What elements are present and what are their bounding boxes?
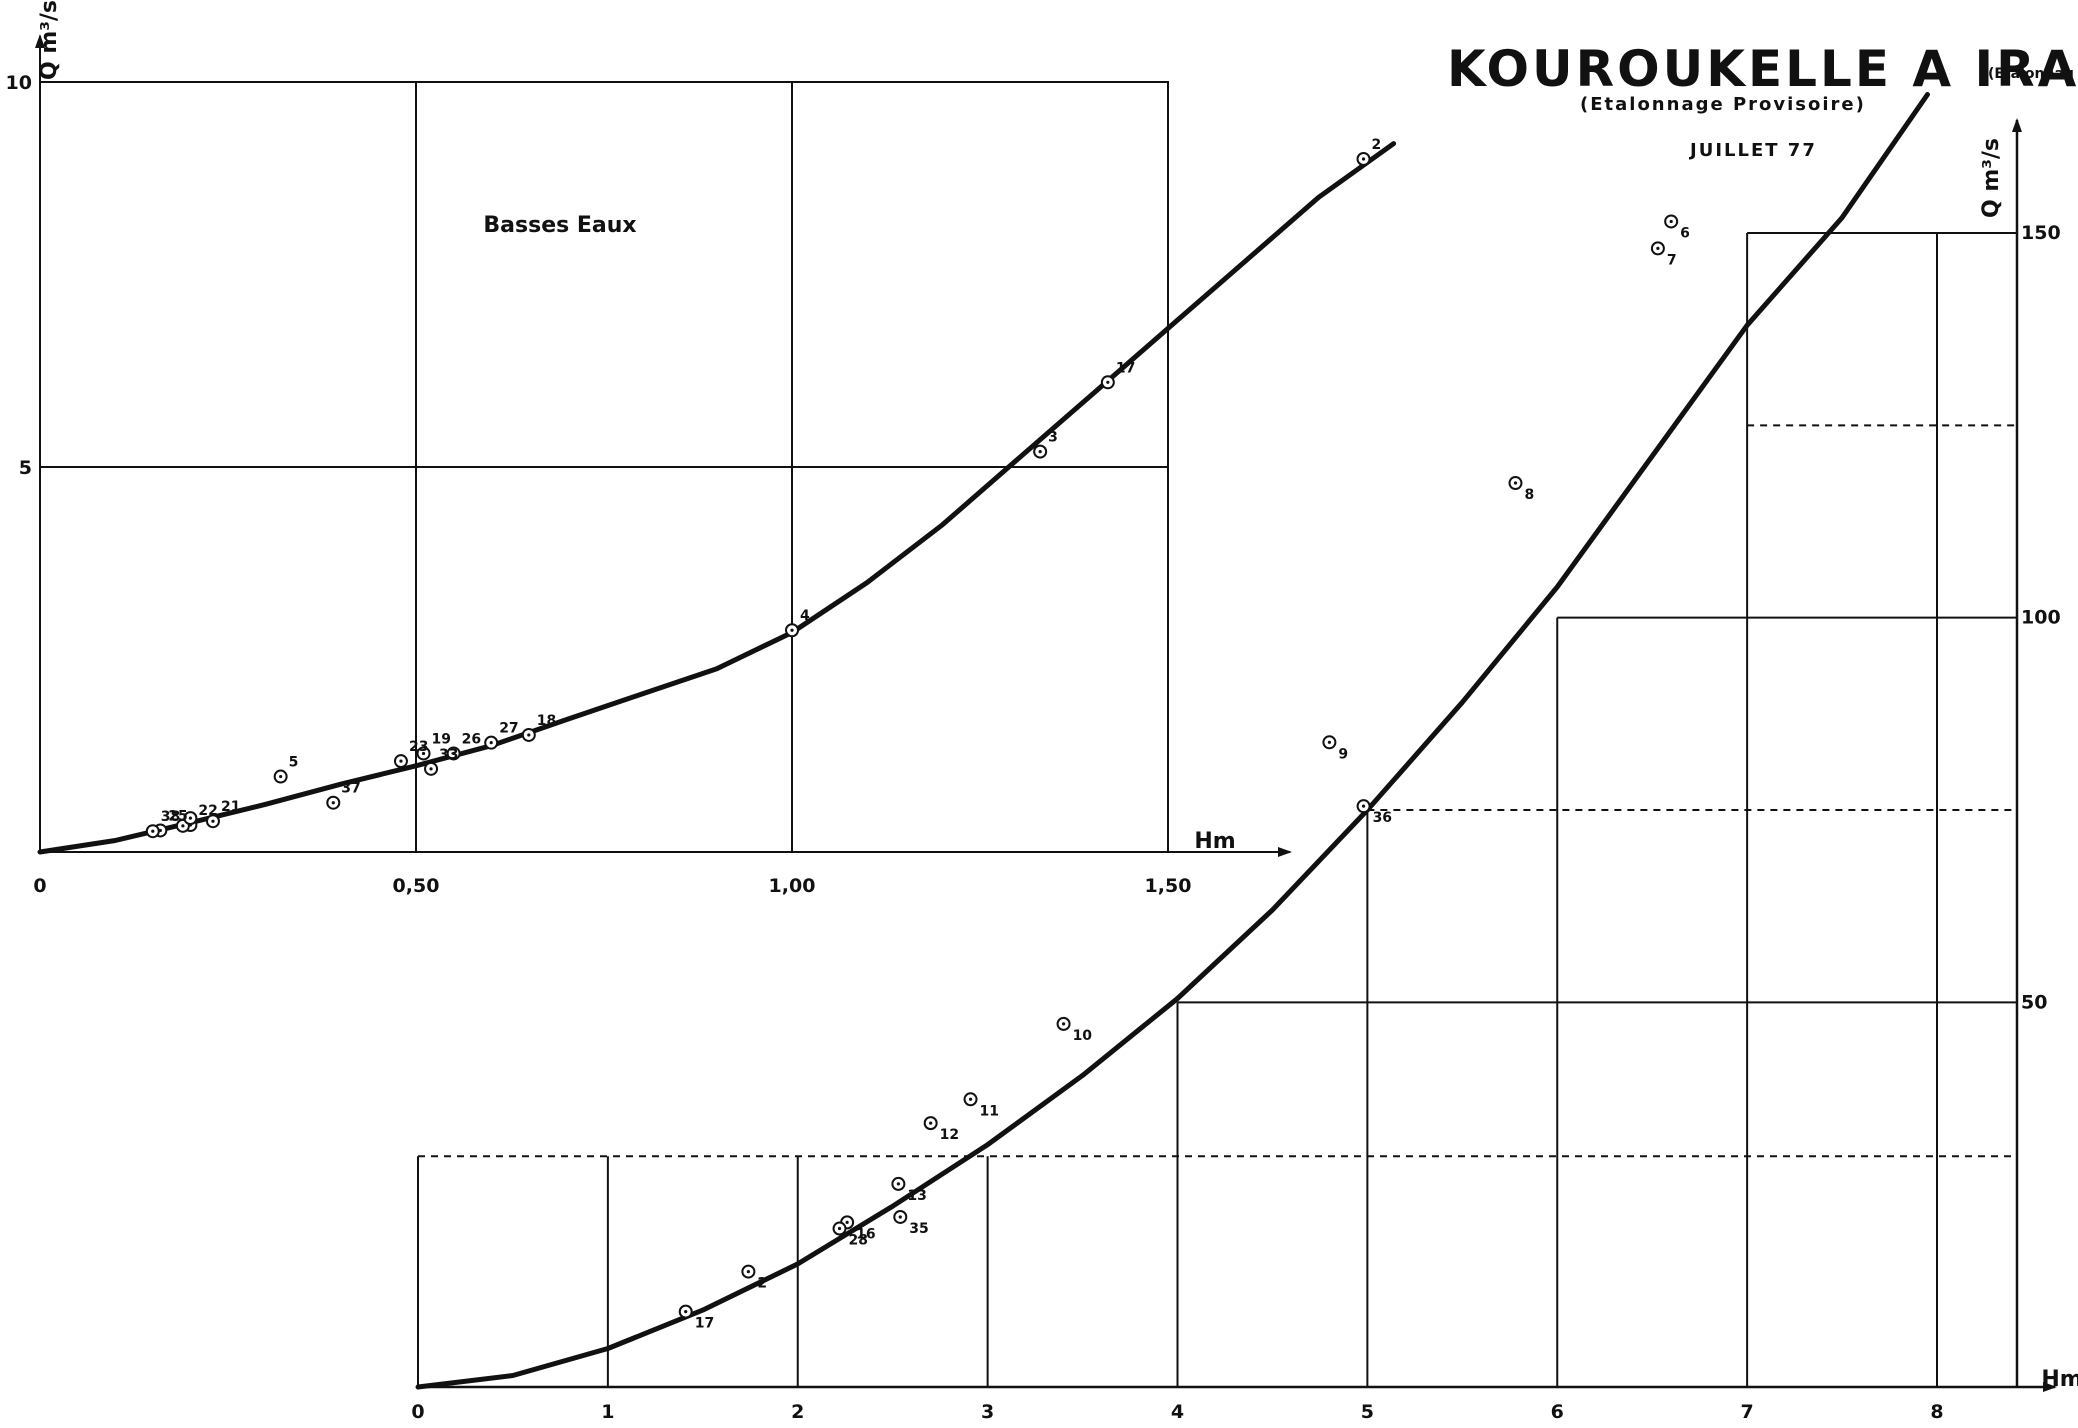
chart-subtitle: (Etalonnage Provisoire) [1580, 94, 1866, 115]
chart-title: KOUROUKELLE A IRADOUGOU [1447, 40, 2078, 98]
inset-x-tick-label-3: 1,50 [1145, 875, 1192, 897]
main-point-label-6: 12 [940, 1127, 959, 1143]
main-gauging-point-dot-11 [1513, 481, 1518, 485]
main-gauging-point-dot-8 [1061, 1022, 1066, 1026]
inset-point-label-6: 5 [289, 755, 299, 771]
main-point-label-5: 35 [909, 1221, 928, 1237]
inset-point-label-7: 37 [341, 781, 360, 797]
main-point-label-2: 16 [856, 1226, 875, 1242]
main-gauging-point-dot-12 [1656, 246, 1660, 250]
inset-gauging-point-dot-3 [181, 824, 185, 828]
inset-gauging-point-dot-13 [527, 733, 531, 737]
main-y-axis-label: Q m³/s [1979, 138, 2004, 218]
inset-point-label-1: 38 [161, 809, 180, 825]
main-x-axis-label: Hm [2041, 1367, 2078, 1392]
inset-gauging-point-dot-8 [399, 759, 403, 763]
inset-gauging-point-dot-11 [452, 751, 456, 756]
main-point-label-9: 9 [1338, 746, 1348, 762]
main-y-tick-label-1: 100 [2021, 607, 2061, 629]
inset-point-label-10: 33 [439, 747, 458, 763]
main-point-label-3: 28 [849, 1233, 868, 1249]
inset-x-tick-label-0: 0 [33, 875, 46, 897]
inset-point-label-16: 17 [1116, 360, 1135, 376]
inset-gauging-point-dot-6 [279, 774, 283, 779]
chart-date: JUILLET 77 [1688, 140, 1817, 161]
inset-y-axis-label: Q m³/s [37, 0, 62, 80]
main-gauging-point-dot-9 [1327, 740, 1331, 744]
inset-point-label-14: 4 [800, 608, 810, 624]
main-gauging-point-dot-0 [684, 1310, 688, 1314]
main-gauging-point-dot-4 [896, 1182, 900, 1186]
inset-point-label-5: 21 [221, 799, 240, 815]
inset-title: Basses Eaux [483, 213, 636, 238]
main-point-label-1: 2 [757, 1276, 767, 1292]
main-x-tick-label-6: 6 [1551, 1401, 1564, 1423]
main-gauging-point-dot-13 [1669, 219, 1673, 224]
main-x-tick-label-8: 8 [1930, 1401, 1943, 1423]
main-gauging-point-dot-5 [898, 1215, 902, 1219]
inset-gauging-point-dot-17 [1361, 157, 1366, 161]
chart-title-suffix: (Etalonnag [1988, 66, 2074, 82]
inset-point-label-12: 27 [499, 721, 518, 737]
main-gauging-point-dot-2 [845, 1220, 849, 1224]
main-x-tick-label-7: 7 [1741, 1401, 1754, 1423]
inset-gauging-point-dot-4 [188, 816, 192, 820]
inset-y-tick-label-1: 10 [6, 72, 32, 94]
inset-gauging-point-dot-15 [1038, 450, 1042, 454]
inset-gauging-point-dot-10 [429, 767, 433, 771]
main-point-label-8: 10 [1073, 1028, 1093, 1044]
inset-point-label-17: 2 [1372, 137, 1382, 153]
main-gauging-point-dot-7 [968, 1097, 973, 1101]
inset-x-tick-label-2: 1,00 [769, 875, 816, 897]
main-point-label-0: 17 [695, 1316, 714, 1332]
main-x-tick-label-1: 1 [601, 1401, 614, 1423]
inset-gauging-point-dot-12 [489, 741, 493, 745]
inset-y-tick-label-0: 5 [19, 457, 32, 479]
main-point-label-4: 13 [907, 1188, 926, 1204]
main-y-tick-label-0: 50 [2021, 991, 2047, 1013]
inset-point-label-9: 19 [432, 731, 451, 747]
main-gauging-point-dot-3 [837, 1226, 842, 1231]
main-x-tick-label-0: 0 [411, 1401, 424, 1423]
inset-gauging-point-dot-14 [790, 628, 794, 632]
main-point-label-7: 11 [980, 1103, 999, 1119]
inset-point-label-0: 25 [168, 808, 187, 824]
inset-point-label-11: 26 [462, 731, 481, 747]
main-x-tick-label-4: 4 [1171, 1401, 1184, 1423]
inset-gauging-point-dot-1 [151, 829, 155, 833]
inset-x-axis-label: Hm [1194, 829, 1235, 854]
inset-x-tick-label-1: 0,50 [393, 875, 440, 897]
inset-gauging-point-dot-9 [421, 751, 426, 756]
inset-gauging-point-dot-7 [331, 801, 335, 805]
main-point-label-12: 7 [1667, 252, 1677, 268]
main-point-label-10: 36 [1373, 810, 1392, 826]
inset-gauging-point-dot-5 [211, 819, 215, 823]
main-gauging-point-dot-6 [929, 1121, 933, 1125]
inset-rating-curve [37, 141, 1397, 855]
main-point-label-11: 8 [1524, 487, 1534, 503]
main-gauging-point-dot-10 [1361, 804, 1366, 808]
main-x-tick-label-2: 2 [791, 1401, 804, 1423]
main-x-tick-label-5: 5 [1361, 1401, 1374, 1423]
main-x-tick-label-3: 3 [981, 1401, 994, 1423]
inset-point-label-2: 22 [198, 803, 217, 819]
inset-point-label-15: 3 [1048, 430, 1058, 446]
inset-gauging-point-dot-16 [1106, 380, 1110, 384]
main-rating-curve [415, 92, 1930, 1390]
inset-point-label-8: 23 [409, 739, 428, 755]
main-point-label-13: 6 [1680, 225, 1690, 241]
main-gauging-point-dot-1 [746, 1270, 750, 1274]
inset-point-label-13: 18 [537, 713, 556, 729]
main-y-tick-label-2: 150 [2021, 222, 2061, 244]
